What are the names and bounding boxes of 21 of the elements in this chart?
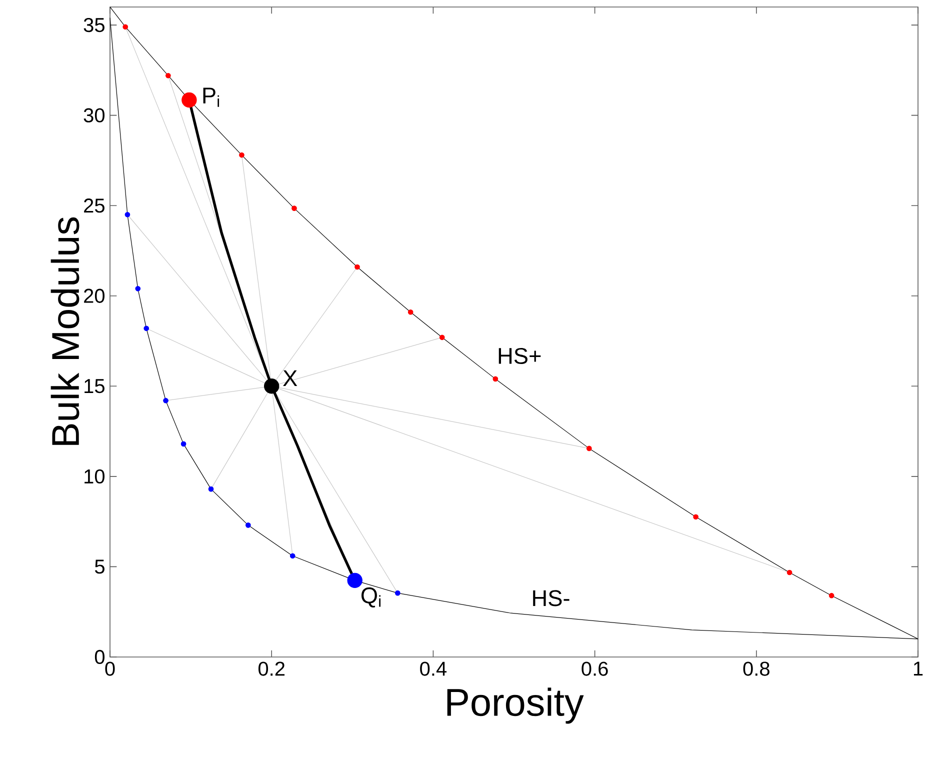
y-tick-label: 0: [94, 650, 105, 664]
y-tick-label: 5: [94, 560, 104, 574]
y-tick-label: 25: [84, 198, 104, 213]
y-axis-title: Bulk Modulus: [50, 217, 80, 445]
series-label: X: [283, 370, 298, 386]
x-tick-label: 0.6: [582, 662, 608, 676]
y-tick-label: 20: [84, 288, 104, 303]
x-tick-label: 0.2: [258, 662, 285, 676]
x-tick-label: 1: [914, 662, 923, 676]
x-tick-label: 0.4: [420, 662, 447, 676]
series-label: Q$_{i}$: [361, 587, 381, 608]
series-label: P$_{i}$: [203, 88, 220, 107]
y-tick-label: 15: [84, 379, 104, 394]
series-label: HS-: [533, 590, 570, 606]
x-axis-title: Porosity: [447, 688, 584, 724]
y-tick-label: 30: [84, 108, 104, 122]
x-tick-label: 0: [105, 662, 115, 676]
y-tick-label: 10: [84, 469, 104, 484]
x-tick-label: 0.8: [743, 662, 770, 676]
series-label: HS+: [498, 348, 541, 364]
y-tick-label: 35: [84, 18, 104, 32]
